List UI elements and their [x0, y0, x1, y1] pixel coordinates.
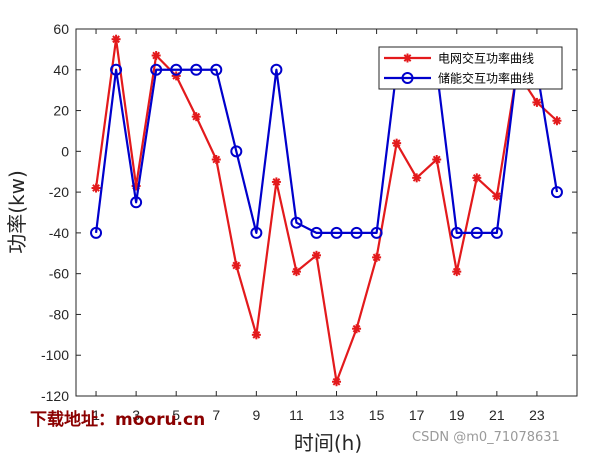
y-tick-label: -40 [49, 225, 69, 241]
series-line [94, 68, 559, 234]
asterisk-marker [552, 116, 562, 126]
legend-label: 电网交互功率曲线 [438, 51, 534, 66]
x-tick-label: 19 [449, 407, 465, 423]
asterisk-marker [432, 154, 442, 164]
circle-marker [130, 196, 143, 209]
asterisk-marker [472, 173, 482, 183]
asterisk-marker [191, 112, 201, 122]
circle-marker [330, 226, 343, 239]
circle-marker [450, 226, 463, 239]
asterisk-marker [332, 377, 342, 387]
x-axis-label: 时间(h) [294, 431, 362, 455]
circle-marker [190, 63, 203, 76]
y-tick-label: -60 [49, 266, 69, 282]
circle-marker [401, 72, 414, 84]
y-tick-label: 20 [53, 103, 69, 119]
y-tick-label: 40 [53, 62, 69, 78]
y-tick-label: -80 [49, 306, 69, 322]
asterisk-marker [231, 261, 241, 271]
asterisk-marker [311, 250, 321, 260]
asterisk-marker [352, 324, 362, 334]
y-tick-label: -120 [41, 388, 69, 404]
circle-marker [470, 226, 483, 239]
circle-marker [550, 186, 563, 199]
asterisk-marker [211, 154, 221, 164]
circle-marker [370, 226, 383, 239]
circle-marker [350, 226, 363, 239]
x-tick-label: 21 [489, 407, 505, 423]
circle-marker [210, 63, 223, 76]
asterisk-marker [372, 252, 382, 262]
circle-marker [110, 63, 123, 76]
asterisk-marker [492, 191, 502, 201]
y-axis-ticks: -120 -100 -80 -60 -40 -20 0 20 40 60 [41, 21, 577, 404]
x-tick-label: 9 [252, 407, 260, 423]
circle-marker [250, 226, 263, 239]
circle-marker [270, 63, 283, 76]
x-tick-label: 1 [92, 407, 100, 423]
circle-marker [150, 63, 163, 76]
x-tick-label: 13 [329, 407, 345, 423]
x-axis-ticks: 1 3 5 7 9 11 13 15 17 19 21 23 [92, 29, 545, 423]
circle-marker [310, 226, 323, 239]
asterisk-marker [412, 173, 422, 183]
asterisk-marker [403, 53, 412, 63]
legend-label: 储能交互功率曲线 [438, 71, 534, 86]
asterisk-marker [151, 51, 161, 61]
asterisk-marker [111, 34, 121, 44]
asterisk-marker [91, 183, 101, 193]
x-tick-label: 11 [289, 407, 304, 423]
x-tick-label: 23 [529, 407, 545, 423]
x-tick-label: 17 [409, 407, 425, 423]
x-tick-label: 7 [212, 407, 220, 423]
asterisk-marker [452, 267, 462, 277]
asterisk-marker [532, 97, 542, 107]
y-tick-label: -20 [49, 184, 69, 200]
csdn-watermark: CSDN @m0_71078631 [412, 430, 560, 445]
asterisk-marker [271, 177, 281, 187]
circle-marker [90, 226, 103, 239]
x-tick-label: 15 [369, 407, 385, 423]
plot-area [75, 28, 578, 397]
circle-marker [290, 216, 303, 229]
circle-marker [170, 63, 183, 76]
y-tick-label: 0 [61, 143, 69, 159]
asterisk-marker [392, 138, 402, 148]
legend-item: 储能交互功率曲线 [384, 71, 534, 86]
circle-marker [490, 226, 503, 239]
x-tick-label: 5 [172, 407, 180, 423]
legend-item: 电网交互功率曲线 [384, 51, 534, 66]
circle-marker [230, 145, 243, 158]
y-axis-label: 功率(kw) [5, 170, 29, 254]
x-tick-label: 3 [132, 407, 140, 423]
download-watermark: 下载地址：mooru.cn [30, 410, 206, 430]
y-tick-label: 60 [53, 21, 69, 37]
asterisk-marker [291, 267, 301, 277]
y-tick-label: -100 [41, 347, 69, 363]
asterisk-marker [251, 330, 261, 340]
